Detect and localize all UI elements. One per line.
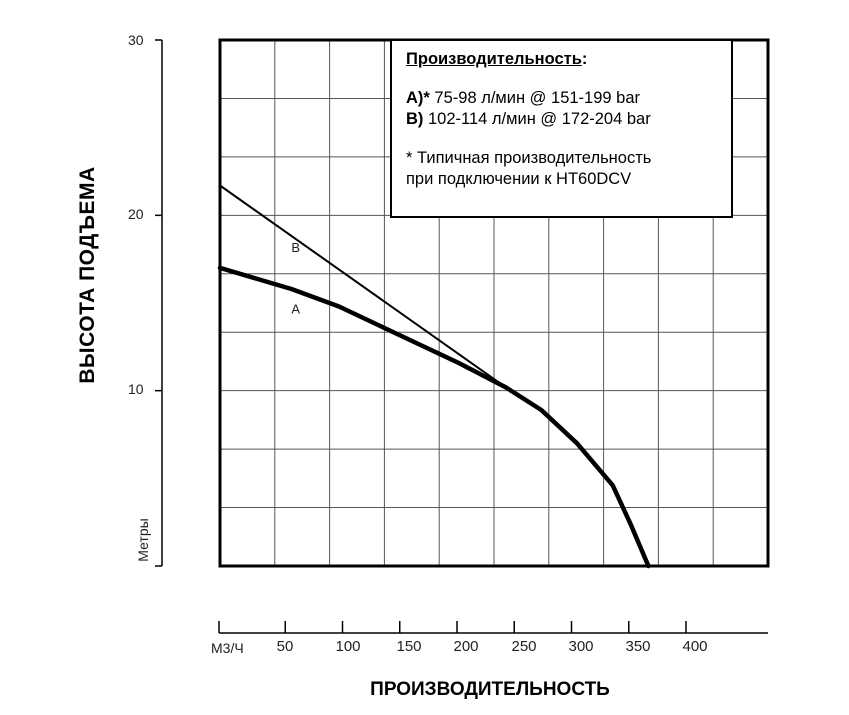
- legend-text-b: 102-114 л/мин @ 172-204 bar: [423, 110, 651, 128]
- legend-entry-a: А)* 75-98 л/мин @ 151-199 bar: [406, 88, 717, 109]
- x-tick-label: 150: [396, 638, 422, 655]
- legend-box: Производительность: А)* 75-98 л/мин @ 15…: [390, 39, 733, 218]
- series-label-b: B: [291, 240, 300, 255]
- legend-text-a: 75-98 л/мин @ 151-199 bar: [429, 89, 641, 107]
- series-line-a: [217, 265, 651, 569]
- y-tick-label: 20: [128, 206, 144, 222]
- legend-entry-b: В) 102-114 л/мин @ 172-204 bar: [406, 109, 717, 130]
- legend-key-b: В): [406, 110, 424, 128]
- legend-note-1: * Типичная производительность: [406, 149, 652, 167]
- y-axis-title: ВЫСОТА ПОДЪЕМА: [76, 166, 99, 384]
- x-tick-label: 250: [511, 638, 537, 655]
- y-axis-unit: Метры: [135, 518, 151, 562]
- legend-title: Производительность: [406, 50, 582, 68]
- x-axis-title: ПРОИЗВОДИТЕЛЬНОСТЬ: [370, 679, 610, 700]
- x-tick-label: 300: [568, 638, 594, 655]
- legend-title-colon: :: [581, 50, 588, 68]
- series-line-b: [219, 184, 650, 567]
- series-label-a: A: [291, 302, 300, 317]
- x-tick-label: 100: [335, 638, 361, 655]
- x-tick-label: 50: [276, 638, 294, 655]
- legend-key-a: А)*: [406, 89, 430, 107]
- x-tick-label: 350: [625, 638, 651, 655]
- x-axis-unit: М3/Ч: [211, 640, 244, 656]
- y-tick-label: 10: [128, 381, 144, 397]
- y-tick-label: 30: [128, 32, 144, 48]
- x-tick-label: 200: [453, 638, 479, 655]
- legend-note-2: при подключении к HT60DCV: [406, 170, 632, 188]
- x-tick-label: 400: [682, 638, 708, 655]
